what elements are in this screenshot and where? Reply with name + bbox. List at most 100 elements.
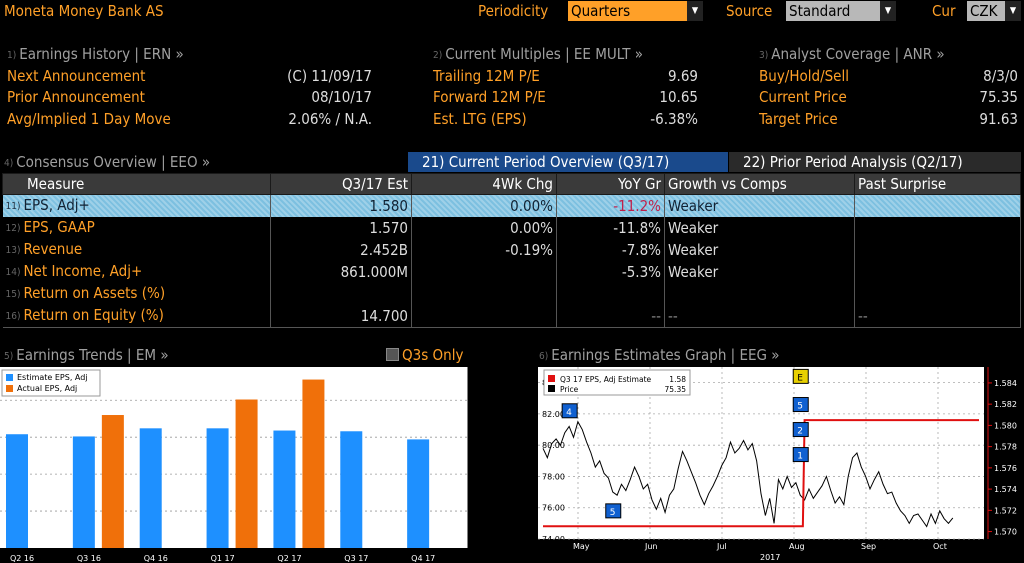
bar-estimate: [340, 431, 363, 548]
consensus-table: Measure Q3/17 Est 4Wk Chg YoY Gr Growth …: [2, 173, 1021, 328]
col-header-comps[interactable]: Growth vs Comps: [664, 173, 855, 195]
tab-prior-period[interactable]: 22) Prior Period Analysis (Q2/17): [729, 152, 1021, 172]
table-row[interactable]: 14) Net Income, Adj+ 861.000M -5.3% Weake…: [2, 261, 1021, 283]
x-tick-label: Q4 16: [144, 554, 168, 563]
bar-estimate: [139, 428, 162, 548]
bar-estimate: [273, 430, 296, 548]
bar-actual: [302, 379, 325, 548]
cur-label: Cur: [932, 2, 956, 20]
x-tick-label: Q2 17: [277, 554, 301, 563]
comps-value: Weaker: [664, 217, 855, 239]
currency-value: CZK: [970, 2, 998, 20]
legend-value: 1.58: [669, 375, 686, 384]
chg-value: 0.00%: [411, 217, 557, 239]
x-tick-label: Sep: [861, 542, 876, 551]
event-marker: [792, 368, 809, 384]
legend-swatch: [6, 374, 13, 381]
y-tick-label-right: 1.584: [994, 379, 1017, 388]
yoy-value: [556, 283, 665, 305]
chart-legend: Q3 17 EPS, Adj Estimate 1.58 Price 75.35: [543, 369, 691, 396]
measure-name: EPS, GAAP: [23, 218, 95, 236]
eemult-label: Trailing 12M P/E: [433, 67, 540, 85]
est-value: 861.000M: [270, 261, 412, 283]
event-marker-label: 5: [797, 402, 803, 412]
y-tick-label-left: 82.00: [542, 410, 565, 419]
anr-label: Buy/Hold/Sell: [759, 67, 849, 85]
est-value: 2.452B: [270, 239, 412, 261]
event-marker: [561, 403, 578, 419]
legend-label: Estimate EPS, Adj: [17, 373, 88, 382]
event-marker-label: E: [797, 373, 803, 383]
source-dropdown[interactable]: Standard ▼: [786, 1, 896, 21]
trends-section-header[interactable]: 5) Earnings Trends | EM »: [4, 346, 169, 364]
chg-value: -0.19%: [411, 239, 557, 261]
col-header-measure[interactable]: Measure: [2, 173, 271, 195]
ern-value: 2.06% / N.A.: [288, 110, 372, 128]
ern-label: Prior Announcement: [7, 88, 145, 106]
y-tick-label-left: 80.00: [542, 441, 565, 450]
col-header-yoy[interactable]: YoY Gr: [556, 173, 665, 195]
surprise-value: --: [854, 305, 1021, 328]
legend-value: 75.35: [665, 385, 687, 394]
earnings-estimates-graph[interactable]: 74.0076.0078.0080.0082.0084.00MayJunJulA…: [538, 367, 1024, 563]
y-tick-label: 1.00: [480, 470, 500, 480]
x-sublabel: 2017: [760, 553, 780, 562]
col-header-est[interactable]: Q3/17 Est: [270, 173, 412, 195]
chg-value: [411, 283, 557, 305]
consensus-section-header[interactable]: 4) Consensus Overview | EEO »: [4, 153, 211, 171]
y-tick-label: 1.50: [480, 433, 500, 443]
legend-label: Price: [560, 385, 579, 394]
x-tick-label: Q4 17: [411, 554, 435, 563]
periodicity-label: Periodicity: [478, 2, 549, 20]
eemult-value: 9.69: [667, 67, 698, 85]
ern-value: 08/10/17: [311, 88, 372, 106]
yoy-value: --: [556, 305, 665, 328]
y-tick-label-right: 1.574: [994, 485, 1017, 494]
table-row[interactable]: 11) EPS, Adj+ 1.580 0.00% -11.2% Weaker: [2, 194, 1021, 217]
chg-value: [411, 261, 557, 283]
table-row[interactable]: 15) Return on Assets (%): [2, 283, 1021, 305]
x-tick-label: Q3 16: [77, 554, 101, 563]
source-label: Source: [726, 2, 773, 20]
x-tick-label: Q3 17: [344, 554, 368, 563]
event-marker-label: 2: [797, 427, 803, 437]
x-tick-label: Oct: [933, 542, 947, 551]
yoy-value: -11.2%: [556, 194, 665, 217]
surprise-value: [854, 283, 1021, 305]
eemult-section-header[interactable]: 2) Current Multiples | EE MULT »: [433, 45, 643, 63]
currency-dropdown[interactable]: CZK ▼: [967, 1, 1021, 21]
est-value: [270, 283, 412, 305]
bar-estimate: [72, 436, 95, 548]
company-title: Moneta Money Bank AS: [4, 2, 164, 20]
bar-estimate: [206, 428, 229, 548]
legend-box: [1, 369, 101, 397]
y-tick-label-right: 1.582: [994, 400, 1017, 409]
periodicity-dropdown[interactable]: Quarters ▼: [568, 1, 703, 21]
table-row[interactable]: 13) Revenue 2.452B -0.19% -7.8% Weaker: [2, 239, 1021, 261]
tab-current-period[interactable]: 21) Current Period Overview (Q3/17): [408, 152, 728, 172]
anr-label: Target Price: [759, 110, 838, 128]
measure-name: Revenue: [23, 240, 83, 258]
anr-label: Current Price: [759, 88, 847, 106]
event-marker: [605, 503, 622, 519]
yoy-value: -5.3%: [556, 261, 665, 283]
col-header-surprise[interactable]: Past Surprise: [854, 173, 1021, 195]
table-row[interactable]: 16) Return on Equity (%) 14.700 -- -- --: [2, 305, 1021, 328]
x-tick-label: May: [573, 542, 590, 551]
table-row[interactable]: 12) EPS, GAAP 1.570 0.00% -11.8% Weaker: [2, 217, 1021, 239]
ern-section-header[interactable]: 1) Earnings History | ERN »: [7, 45, 184, 63]
estimate-line: [543, 419, 979, 528]
q3s-only-toggle[interactable]: Q3s Only: [386, 346, 463, 364]
anr-section-header[interactable]: 3) Analyst Coverage | ANR »: [759, 45, 945, 63]
col-header-4wk[interactable]: 4Wk Chg: [411, 173, 557, 195]
est-value: 1.570: [270, 217, 412, 239]
comps-value: [664, 283, 855, 305]
earnings-trends-chart[interactable]: 0.50 1.00 1.50 2.00 Q2 16 Q3 16 Q4 16 Q1 17 Q2 1…: [0, 367, 520, 563]
measure-name: Return on Equity (%): [23, 306, 164, 324]
y-tick-label-left: 74.00: [542, 535, 565, 544]
eemult-label: Forward 12M P/E: [433, 88, 546, 106]
anr-value: 75.35: [979, 88, 1018, 106]
eeg-section-header[interactable]: 6) Earnings Estimates Graph | EEG »: [539, 346, 780, 364]
x-tick-label: Jun: [644, 542, 658, 551]
y-tick-label-left: 78.00: [542, 472, 565, 481]
